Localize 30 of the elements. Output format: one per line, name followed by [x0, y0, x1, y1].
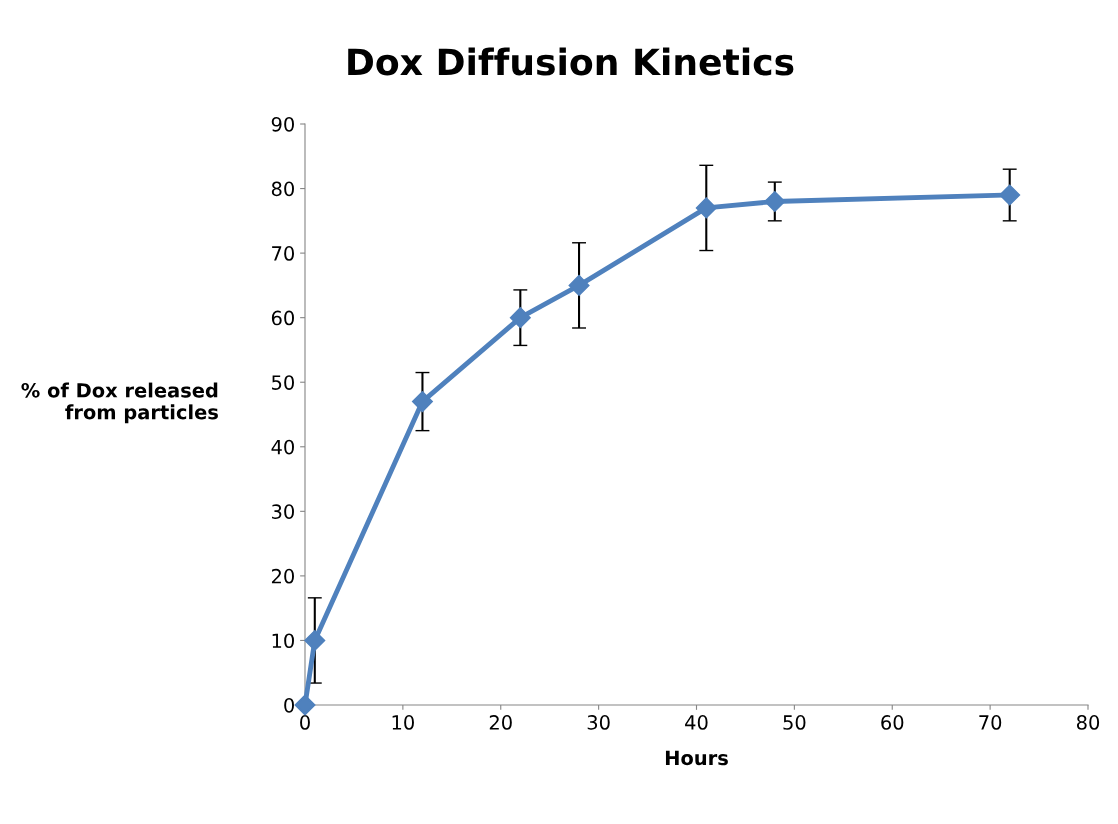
y-tick-label: 80 [271, 181, 294, 197]
y-tick-label: 0 [284, 697, 294, 713]
y-tick-label: 70 [272, 246, 294, 261]
x-tick-label: 50 [783, 715, 806, 730]
point [304, 629, 326, 651]
point [999, 184, 1021, 206]
y-tick-label: 30 [272, 504, 294, 519]
x-tick-label: 80 [1076, 715, 1100, 730]
y-axis-title: % of Dox released from particles [21, 382, 218, 424]
y-tick-label: 90 [271, 116, 294, 132]
x-tick-label: 20 [489, 715, 512, 730]
x-axis-title: Hours [665, 750, 728, 766]
point [411, 391, 433, 413]
x-tick-label: 60 [881, 715, 904, 730]
x-tick-label: 0 [300, 715, 310, 730]
y-tick-label: 50 [272, 375, 294, 390]
y-tick-label: 40 [271, 439, 294, 455]
point [509, 307, 531, 329]
x-tick-label: 10 [392, 715, 414, 730]
y-tick-label: 20 [271, 568, 294, 584]
x-tick-label: 30 [587, 715, 610, 730]
point [764, 190, 786, 212]
point [695, 197, 717, 219]
x-tick-label: 70 [979, 715, 1002, 730]
y-tick-label: 60 [271, 310, 294, 326]
chart-title: Dox Diffusion Kinetics [348, 47, 794, 76]
x-tick-label: 40 [685, 715, 708, 730]
point [294, 694, 316, 716]
point [568, 274, 590, 296]
y-tick-label: 10 [272, 633, 294, 649]
